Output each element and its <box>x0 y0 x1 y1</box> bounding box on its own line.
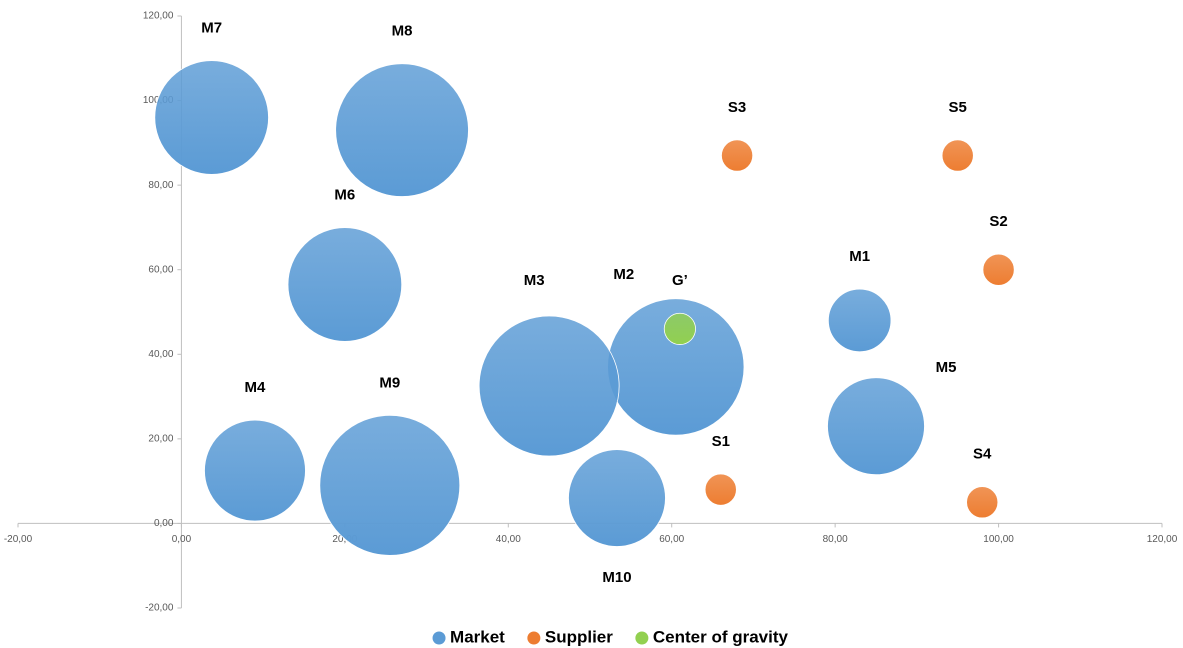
data-label: M4 <box>245 379 266 396</box>
data-label: M6 <box>334 187 355 204</box>
y-tick-label: 20,00 <box>148 433 173 444</box>
data-label: M9 <box>379 374 400 391</box>
bubble <box>704 473 737 506</box>
y-tick-label: 0,00 <box>154 518 174 529</box>
legend-marker <box>527 631 541 645</box>
data-label: G’ <box>672 272 688 289</box>
data-label: M2 <box>613 266 634 283</box>
bubble <box>319 414 461 556</box>
legend-label: Supplier <box>545 627 613 646</box>
data-label: M10 <box>602 569 631 586</box>
legend-marker <box>635 631 649 645</box>
bubble <box>335 63 469 197</box>
bubble <box>827 288 892 353</box>
data-label: S4 <box>973 446 992 463</box>
x-tick-label: 100,00 <box>983 534 1014 545</box>
data-label: M7 <box>201 20 222 37</box>
bubble <box>827 377 925 476</box>
legend-label: Center of gravity <box>653 627 789 646</box>
data-label: M5 <box>936 359 957 376</box>
bubble <box>204 419 306 522</box>
bubble <box>568 449 666 547</box>
x-tick-label: 40,00 <box>496 534 521 545</box>
x-tick-label: -20,00 <box>4 534 33 545</box>
data-label: M1 <box>849 248 870 265</box>
legend: Market Supplier Center of gravity <box>432 627 789 646</box>
bubble <box>966 486 999 519</box>
data-label: S2 <box>989 213 1007 230</box>
bubble <box>478 315 620 457</box>
x-tick-label: 0,00 <box>172 534 192 545</box>
legend-label: Market <box>450 627 505 646</box>
data-label: S3 <box>728 99 746 116</box>
bubble <box>941 139 974 172</box>
y-tick-label: 80,00 <box>148 180 173 191</box>
bubble <box>721 139 754 172</box>
bubble <box>287 227 403 342</box>
legend-marker <box>432 631 446 645</box>
data-label: S1 <box>712 433 730 450</box>
x-tick-label: 120,00 <box>1147 534 1178 545</box>
data-label: M3 <box>524 272 545 289</box>
y-tick-label: -20,00 <box>145 603 174 614</box>
bubble <box>663 312 696 345</box>
x-tick-label: 80,00 <box>823 534 848 545</box>
x-tick-label: 60,00 <box>659 534 684 545</box>
data-label: S5 <box>949 99 967 116</box>
bubble <box>982 253 1015 286</box>
bubble <box>154 60 269 175</box>
data-label: M8 <box>392 23 413 40</box>
y-tick-label: 60,00 <box>148 264 173 275</box>
y-tick-label: 40,00 <box>148 349 173 360</box>
y-tick-label: 120,00 <box>143 11 174 22</box>
